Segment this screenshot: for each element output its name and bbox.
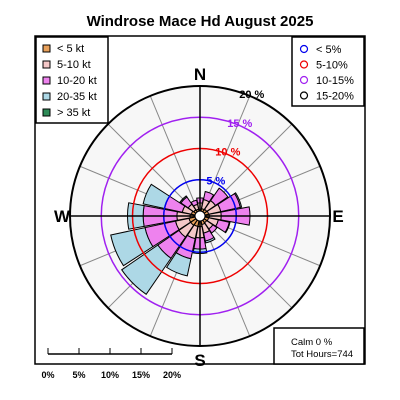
compass-s: S bbox=[194, 351, 205, 370]
ring-legend-marker bbox=[299, 44, 309, 54]
wind-bar-ese bbox=[224, 221, 231, 234]
wind-bar-nnw bbox=[190, 199, 199, 207]
speed-legend-swatch bbox=[42, 76, 51, 85]
speed-legend-swatch bbox=[42, 60, 51, 69]
direction-spoke bbox=[149, 95, 201, 217]
scale-bar-label: 15% bbox=[132, 370, 150, 380]
scale-bar-label: 10% bbox=[101, 370, 119, 380]
ring-label-5: 5 % bbox=[206, 176, 225, 188]
plot-frame bbox=[34, 35, 366, 365]
compass-w: W bbox=[54, 207, 71, 226]
wind-bar-sse bbox=[204, 236, 216, 244]
speed-legend-label: 5-10 kt bbox=[57, 59, 91, 71]
wind-bar-se bbox=[208, 224, 218, 234]
scale-bar-label: 5% bbox=[72, 370, 85, 380]
speed-legend-label: < 5 kt bbox=[57, 43, 84, 55]
compass-n: N bbox=[194, 65, 206, 84]
ring-legend-label: < 5% bbox=[316, 44, 342, 56]
speed-legend-label: > 35 kt bbox=[57, 107, 90, 119]
speed-legend-label: 10-20 kt bbox=[57, 75, 97, 87]
speed-legend-label: 20-35 kt bbox=[57, 91, 97, 103]
wind-bar-ene bbox=[233, 192, 243, 209]
ring-legend-marker bbox=[299, 75, 309, 85]
compass-e: E bbox=[332, 207, 343, 226]
ring-legend-label: 15-20% bbox=[316, 91, 354, 103]
direction-spoke bbox=[199, 215, 293, 309]
wind-bar-wsw bbox=[110, 227, 154, 267]
calm-text: Calm 0 % bbox=[291, 337, 333, 348]
rose-layer: 5 % 10 % 15 % 20 % N S E W bbox=[54, 65, 344, 370]
wind-bar-nne bbox=[202, 190, 215, 203]
speed-legend-swatch bbox=[42, 92, 51, 101]
ring-legend-marker bbox=[299, 60, 309, 69]
wind-bar-ssw bbox=[165, 252, 192, 277]
speed-legend: < 5 kt 5-10 kt 10-20 kt 20-35 kt > 35 kt bbox=[35, 36, 109, 124]
wind-bar-nw bbox=[179, 195, 188, 204]
ring-legend-marker bbox=[299, 91, 309, 100]
speed-legend-swatch bbox=[42, 44, 51, 53]
scale-bar-label: 0% bbox=[41, 370, 54, 380]
ring-legend-label: 5-10% bbox=[316, 60, 348, 72]
info-box: Calm 0 % Tot Hours=744 bbox=[273, 327, 365, 365]
ring-label-20: 20 % bbox=[239, 89, 264, 101]
calm-circle bbox=[194, 210, 206, 222]
percent-scale-bar: 0% 5% 10% 15% 20% bbox=[41, 348, 181, 380]
ring-legend-items: < 5% 5-10% 10-15% 15-20% bbox=[299, 44, 354, 103]
ring-legend: < 5% 5-10% 10-15% 15-20% bbox=[291, 36, 365, 107]
wind-bar-ne bbox=[209, 187, 229, 207]
ring-label-15: 15 % bbox=[227, 118, 252, 130]
wind-bar-sw bbox=[121, 244, 172, 295]
speed-legend-items: < 5 kt 5-10 kt 10-20 kt 20-35 kt > 35 kt bbox=[42, 43, 97, 119]
chart-title: Windrose Mace Hd August 2025 bbox=[87, 13, 314, 30]
scale-bar-label: 20% bbox=[163, 370, 181, 380]
ring-legend-label: 10-15% bbox=[316, 75, 354, 87]
ring-legend-box bbox=[291, 36, 365, 107]
total-hours-text: Tot Hours=744 bbox=[291, 349, 353, 360]
info-box-frame bbox=[273, 327, 365, 365]
speed-legend-swatch bbox=[42, 108, 51, 117]
ring-label-10: 10 % bbox=[215, 147, 240, 159]
